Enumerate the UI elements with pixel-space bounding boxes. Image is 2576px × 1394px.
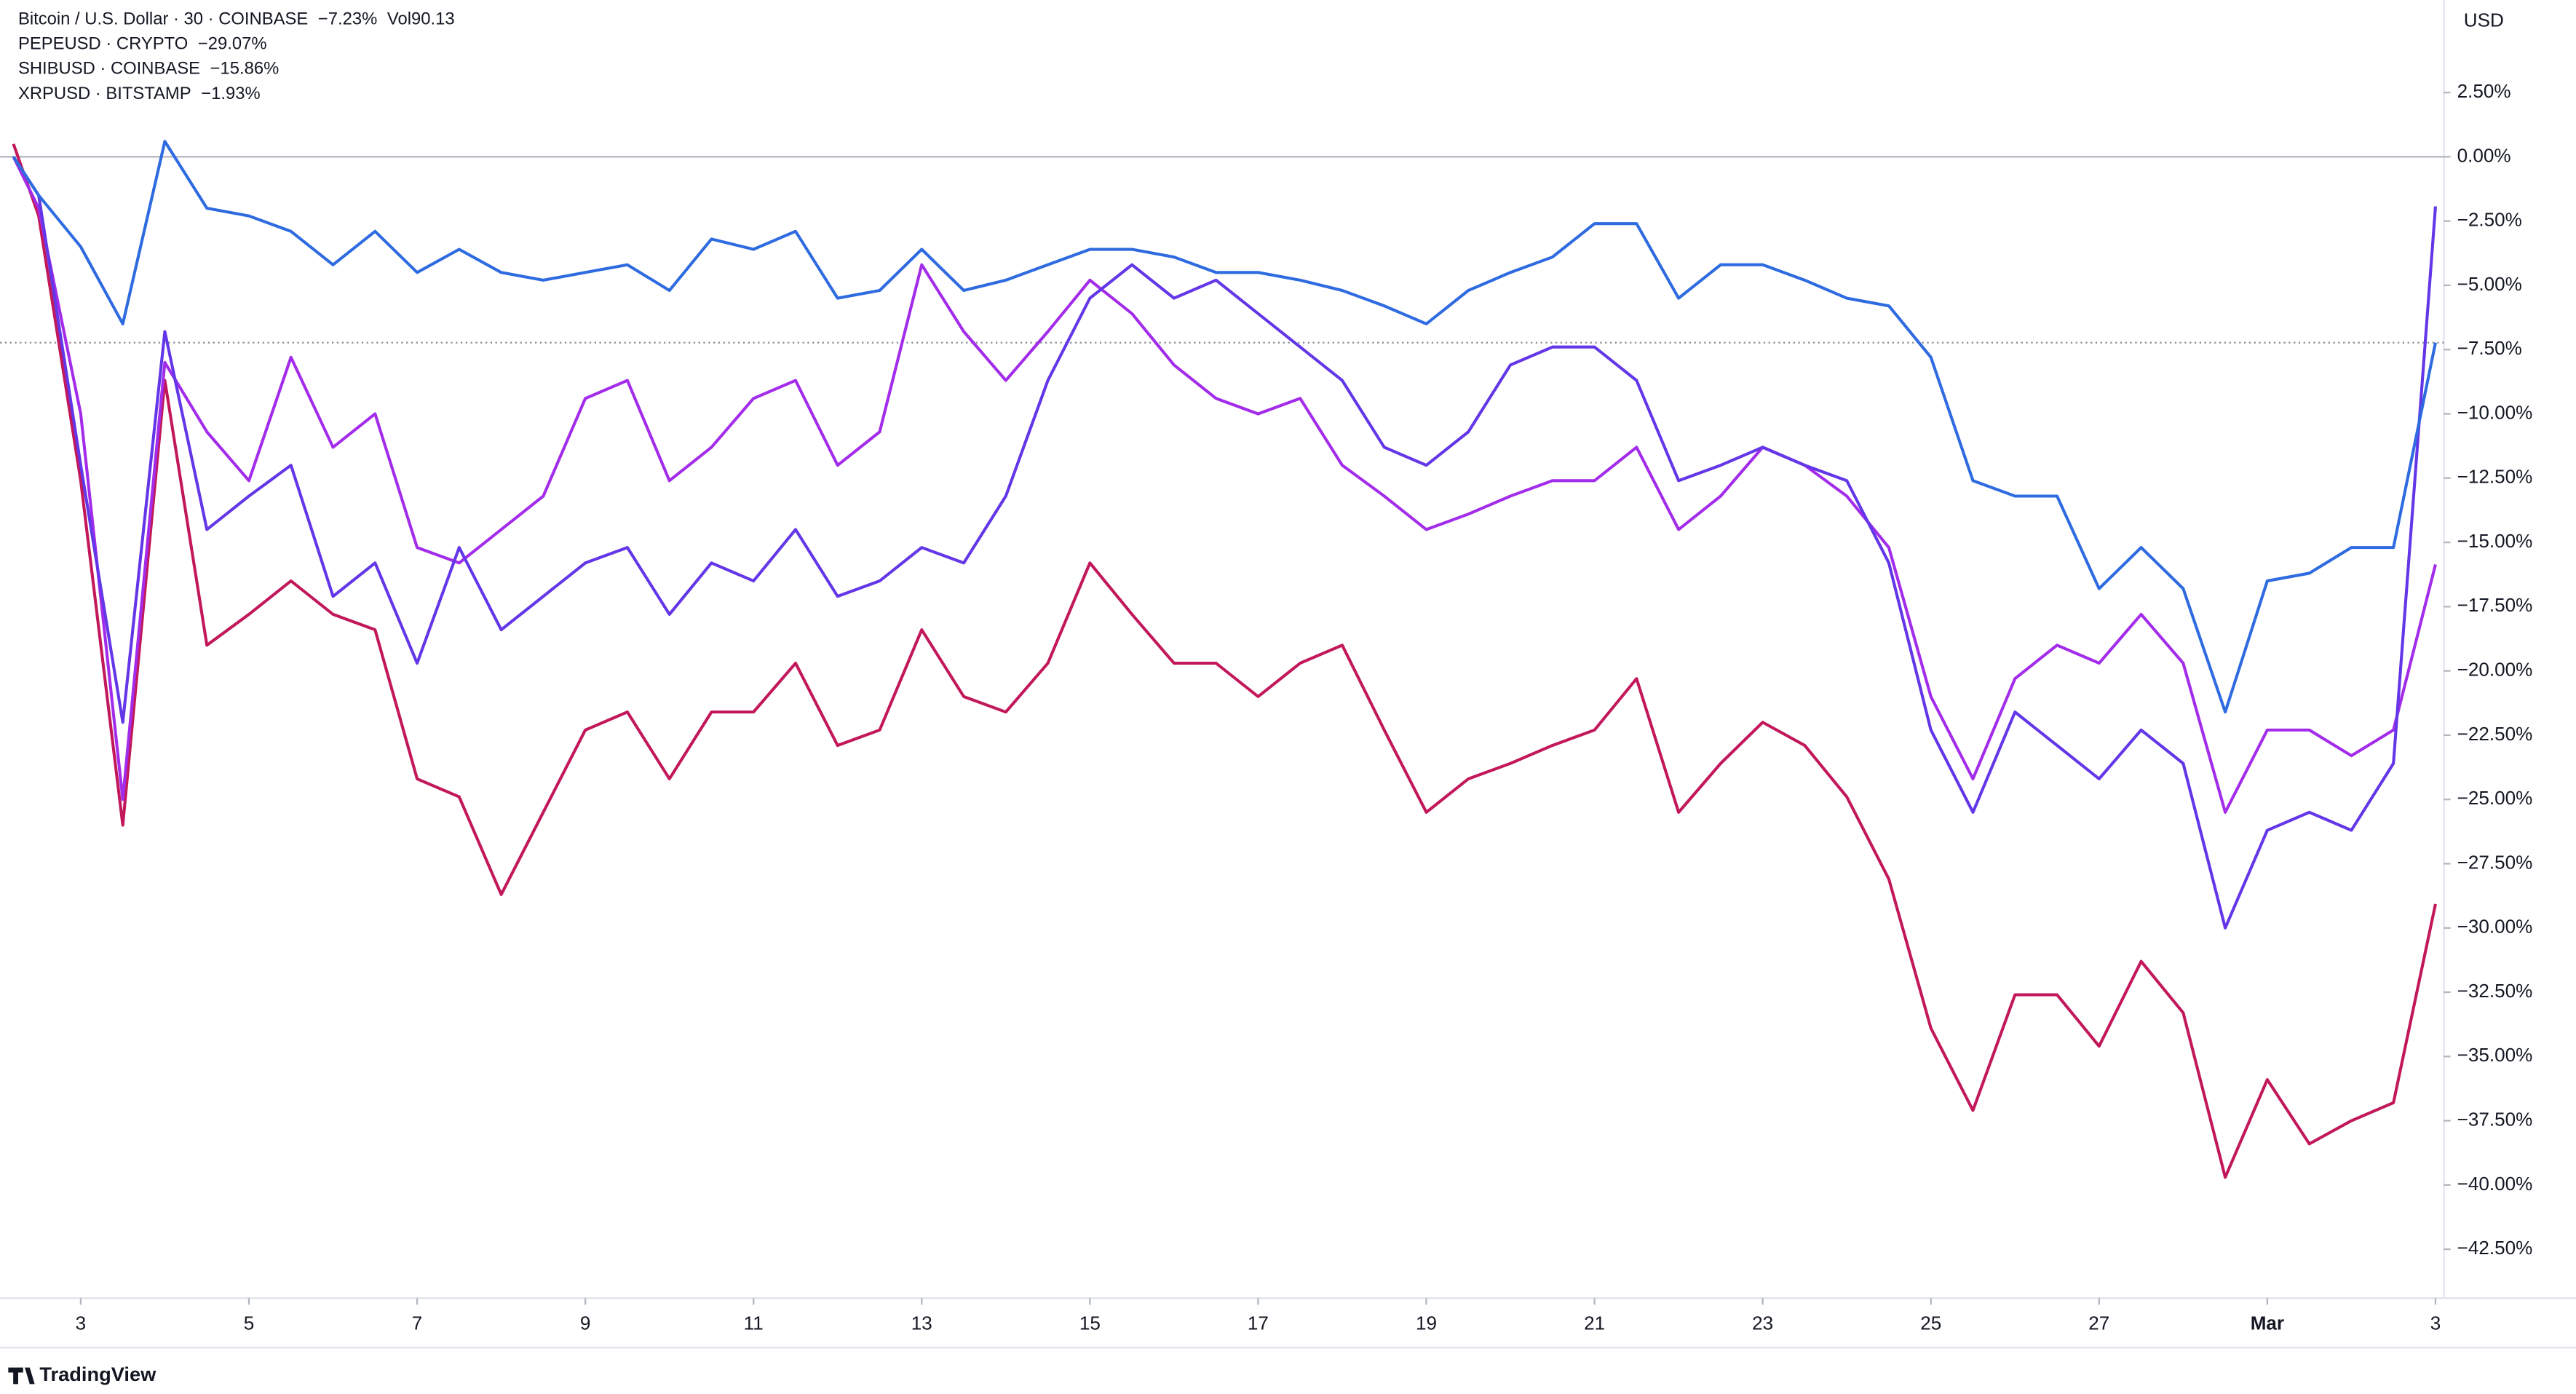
y-tick-label: −12.50% <box>2457 466 2533 488</box>
x-tick-label: 17 <box>1248 1312 1269 1334</box>
x-tick-label: 13 <box>911 1312 932 1334</box>
y-tick-label: −20.00% <box>2457 659 2533 681</box>
logo-icon <box>8 1367 35 1385</box>
legend-value: −7.23% <box>318 9 377 29</box>
y-tick-label: −10.00% <box>2457 401 2533 423</box>
series-line <box>12 140 2437 714</box>
legend-name[interactable]: SHIBUSD · COINBASE <box>18 59 200 79</box>
x-tick-label: 15 <box>1079 1312 1101 1334</box>
x-tick-label: 27 <box>2088 1312 2109 1334</box>
legend-value: −1.93% <box>201 84 260 103</box>
y-tick-label: −25.00% <box>2457 787 2533 809</box>
x-tick-label: 25 <box>1920 1312 1941 1334</box>
x-tick-label: 3 <box>2430 1312 2441 1334</box>
y-tick-label: −5.00% <box>2457 273 2522 295</box>
y-tick-label: −27.50% <box>2457 851 2533 873</box>
legend-value: −29.07% <box>198 34 267 54</box>
y-tick-label: −30.00% <box>2457 916 2533 938</box>
x-tick-label: 19 <box>1416 1312 1437 1334</box>
x-tick-label: Mar <box>2251 1312 2284 1334</box>
y-tick-label: −37.50% <box>2457 1108 2533 1130</box>
legend-name[interactable]: Bitcoin / U.S. Dollar · 30 · COINBASE <box>18 9 308 29</box>
x-tick-label: 11 <box>744 1312 764 1334</box>
brand: TradingView <box>39 1363 156 1385</box>
y-tick-label: −32.50% <box>2457 980 2533 1002</box>
x-tick-label: 7 <box>412 1312 423 1334</box>
x-tick-label: 21 <box>1584 1312 1605 1334</box>
y-tick-label: −40.00% <box>2457 1173 2533 1195</box>
series-line <box>12 156 2437 814</box>
volume-value: 90.13 <box>411 9 455 29</box>
x-tick-label: 3 <box>76 1312 87 1334</box>
y-tick-label: 0.00% <box>2457 144 2511 166</box>
series-line <box>12 156 2438 930</box>
currency-box[interactable] <box>2454 4 2520 36</box>
y-tick-label: −22.50% <box>2457 723 2533 745</box>
y-tick-label: −17.50% <box>2457 594 2533 616</box>
y-tick-label: −2.50% <box>2457 209 2522 231</box>
y-tick-label: −7.50% <box>2457 337 2522 359</box>
x-tick-label: 9 <box>580 1312 591 1334</box>
x-tick-label: 5 <box>244 1312 255 1334</box>
y-tick-label: 2.50% <box>2457 80 2511 102</box>
legend-value: −15.86% <box>210 59 280 79</box>
y-tick-label: −42.50% <box>2457 1237 2533 1259</box>
series-line <box>12 143 2437 1179</box>
y-tick-label: −15.00% <box>2457 530 2533 552</box>
legend-name[interactable]: XRPUSD · BITSTAMP <box>18 84 191 103</box>
legend-name[interactable]: PEPEUSD · CRYPTO <box>18 34 188 54</box>
x-tick-label: 23 <box>1752 1312 1773 1334</box>
y-tick-label: −35.00% <box>2457 1044 2533 1066</box>
currency[interactable]: USD <box>2464 9 2504 31</box>
volume-label: Vol <box>387 9 411 29</box>
